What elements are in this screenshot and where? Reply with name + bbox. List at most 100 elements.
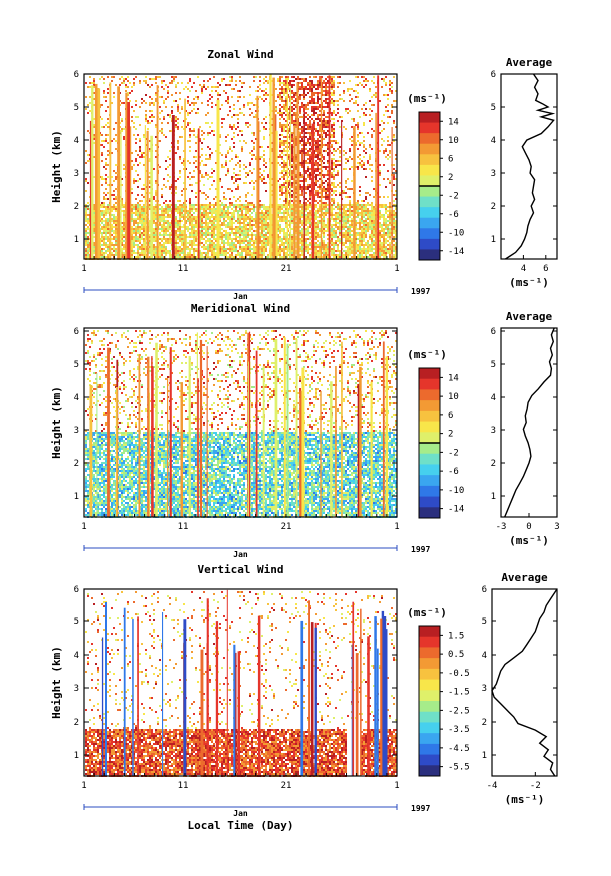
heatmap-cell bbox=[181, 126, 183, 128]
heatmap-cell bbox=[235, 114, 237, 116]
heatmap-cell bbox=[223, 218, 225, 220]
heatmap-cell bbox=[317, 132, 319, 134]
heatmap-cell bbox=[231, 240, 233, 242]
heatmap-cell bbox=[331, 250, 333, 252]
heatmap-cell bbox=[85, 256, 87, 258]
heatmap-cell bbox=[87, 252, 89, 254]
heatmap-cell bbox=[281, 152, 283, 154]
heatmap-cell bbox=[93, 156, 95, 158]
heatmap-cell bbox=[327, 242, 329, 244]
heatmap-cell bbox=[203, 84, 205, 86]
heatmap-cell bbox=[227, 242, 229, 244]
heatmap-cell bbox=[139, 230, 141, 232]
heatmap-cell bbox=[271, 220, 273, 222]
heatmap-cell bbox=[241, 218, 243, 220]
heatmap-cell bbox=[133, 250, 135, 252]
heatmap-cell bbox=[131, 120, 133, 122]
heatmap-cell bbox=[163, 222, 165, 224]
heatmap-cell bbox=[231, 76, 233, 78]
heatmap-cell bbox=[185, 216, 187, 218]
heatmap-cell bbox=[169, 210, 171, 212]
heatmap-cell bbox=[233, 126, 235, 128]
heatmap-cell bbox=[319, 130, 321, 132]
heatmap-cell bbox=[149, 104, 151, 106]
heatmap-cell bbox=[333, 82, 335, 84]
heatmap-cell bbox=[271, 214, 273, 216]
heatmap-cell bbox=[209, 188, 211, 190]
heatmap-cell bbox=[243, 214, 245, 216]
heatmap-cell bbox=[237, 250, 239, 252]
heatmap-cell bbox=[93, 244, 95, 246]
heatmap-cell bbox=[249, 94, 251, 96]
heatmap-cell bbox=[293, 120, 295, 122]
heatmap-cell bbox=[143, 226, 145, 228]
heatmap-cell bbox=[183, 208, 185, 210]
heatmap-cell bbox=[327, 148, 329, 150]
heatmap-cell bbox=[167, 230, 169, 232]
heatmap-cell bbox=[195, 230, 197, 232]
heatmap-cell bbox=[143, 134, 145, 136]
heatmap-cell bbox=[279, 80, 281, 82]
heatmap-cell bbox=[285, 200, 287, 202]
heatmap-cell bbox=[307, 218, 309, 220]
heatmap-cell bbox=[207, 206, 209, 208]
heatmap-cell bbox=[323, 250, 325, 252]
heatmap-cell bbox=[279, 190, 281, 192]
heatmap-cell bbox=[143, 230, 145, 232]
heatmap-cell bbox=[309, 88, 311, 90]
heatmap-cell bbox=[241, 148, 243, 150]
heatmap-cell bbox=[143, 220, 145, 222]
heatmap-cell bbox=[135, 220, 137, 222]
heatmap-cell bbox=[305, 218, 307, 220]
heatmap-cell bbox=[93, 250, 95, 252]
heatmap-cell bbox=[149, 242, 151, 244]
heatmap-cell bbox=[299, 134, 301, 136]
heatmap-cell bbox=[261, 90, 263, 92]
heatmap-cell bbox=[333, 220, 335, 222]
heatmap-cell bbox=[85, 228, 87, 230]
heatmap-cell bbox=[139, 240, 141, 242]
heatmap-cell bbox=[311, 82, 313, 84]
heatmap-cell bbox=[209, 202, 211, 204]
heatmap-cell bbox=[305, 132, 307, 134]
heatmap-cell bbox=[327, 238, 329, 240]
heatmap-cell bbox=[281, 172, 283, 174]
heatmap-cell bbox=[101, 202, 103, 204]
heatmap-cell bbox=[299, 254, 301, 256]
heatmap-cell bbox=[249, 234, 251, 236]
heatmap-cell bbox=[249, 244, 251, 246]
heatmap-cell bbox=[331, 210, 333, 212]
heatmap-cell bbox=[291, 156, 293, 158]
heatmap-cell bbox=[327, 98, 329, 100]
heatmap-cell bbox=[219, 152, 221, 154]
heatmap-cell bbox=[239, 218, 241, 220]
heatmap-cell bbox=[291, 182, 293, 184]
heatmap-cell bbox=[319, 124, 321, 126]
heatmap-cell bbox=[325, 82, 327, 84]
heatmap-cell bbox=[263, 250, 265, 252]
heatmap-cell bbox=[265, 238, 267, 240]
heatmap-cell bbox=[241, 150, 243, 152]
heatmap-cell bbox=[279, 194, 281, 196]
heatmap-cell bbox=[317, 134, 319, 136]
heatmap-cell bbox=[213, 76, 215, 78]
heatmap-cell bbox=[137, 204, 139, 206]
heatmap-cell bbox=[327, 130, 329, 132]
heatmap-cell bbox=[179, 214, 181, 216]
heatmap-cell bbox=[185, 118, 187, 120]
heatmap-cell bbox=[179, 200, 181, 202]
heatmap-cell bbox=[165, 242, 167, 244]
heatmap-cell bbox=[207, 100, 209, 102]
heatmap-cell bbox=[123, 240, 125, 242]
heatmap-cell bbox=[159, 130, 161, 132]
heatmap-cell bbox=[243, 222, 245, 224]
heatmap-cell bbox=[305, 214, 307, 216]
heatmap-cell bbox=[317, 212, 319, 214]
heatmap-cell bbox=[165, 98, 167, 100]
heatmap-cell bbox=[167, 226, 169, 228]
heatmap-cell bbox=[233, 210, 235, 212]
heatmap-cell bbox=[161, 246, 163, 248]
heatmap-cell bbox=[243, 114, 245, 116]
heatmap-cell bbox=[267, 212, 269, 214]
heatmap-cell bbox=[291, 240, 293, 242]
